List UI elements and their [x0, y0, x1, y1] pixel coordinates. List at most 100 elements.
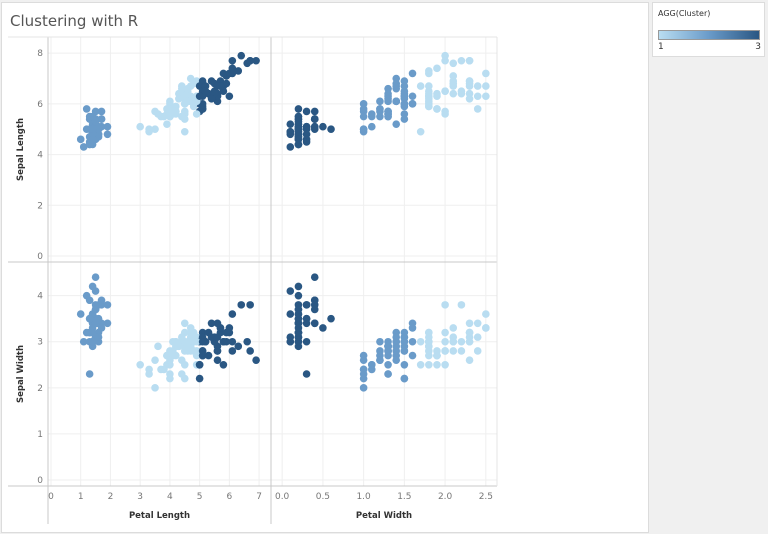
- data-point: [302, 107, 311, 116]
- data-point: [237, 51, 246, 60]
- data-point: [207, 77, 216, 85]
- data-point: [465, 56, 474, 65]
- data-point: [425, 102, 433, 111]
- data-point: [433, 105, 441, 113]
- data-point: [94, 314, 103, 323]
- data-point: [154, 342, 162, 351]
- x-tick-label: 5: [197, 492, 203, 502]
- data-point: [103, 130, 112, 139]
- data-point: [327, 314, 335, 323]
- y-axis-title: Sepal Length: [16, 118, 26, 181]
- data-point: [416, 127, 425, 136]
- data-point: [177, 112, 186, 121]
- data-point: [198, 337, 207, 346]
- data-point: [180, 360, 189, 369]
- data-point: [91, 117, 100, 126]
- data-point: [457, 301, 466, 309]
- data-point: [441, 337, 449, 346]
- data-point: [169, 347, 177, 355]
- data-point: [416, 82, 425, 90]
- data-point: [473, 333, 482, 341]
- legend-min-label: 1: [658, 42, 664, 52]
- y-tick-label: 6: [37, 100, 43, 110]
- data-point: [246, 347, 254, 355]
- data-point: [88, 337, 97, 346]
- data-point: [151, 384, 159, 392]
- data-point: [367, 122, 376, 131]
- data-point: [400, 347, 409, 355]
- x-tick-label: 1.0: [356, 492, 371, 502]
- data-point: [228, 64, 237, 73]
- data-point: [457, 337, 466, 346]
- data-point: [163, 120, 171, 128]
- x-tick-label: 0: [48, 492, 54, 502]
- data-point: [88, 135, 97, 144]
- data-point: [441, 110, 449, 118]
- data-point: [294, 117, 303, 126]
- data-point: [294, 282, 303, 291]
- data-point: [225, 92, 234, 101]
- data-point: [310, 273, 319, 282]
- data-point: [482, 324, 490, 332]
- data-point: [392, 97, 401, 106]
- data-point: [319, 324, 327, 332]
- data-point: [91, 305, 100, 314]
- data-point: [294, 305, 303, 314]
- data-point: [228, 347, 237, 355]
- data-point: [441, 301, 449, 309]
- data-point: [441, 87, 449, 95]
- data-point: [157, 112, 165, 121]
- data-point: [213, 347, 222, 355]
- data-point: [408, 319, 417, 328]
- data-point: [237, 301, 246, 309]
- data-point: [222, 79, 231, 88]
- data-point: [384, 370, 392, 378]
- data-point: [359, 125, 368, 134]
- data-point: [219, 337, 228, 346]
- data-point: [286, 120, 295, 128]
- data-point: [367, 360, 376, 369]
- data-point: [302, 337, 311, 346]
- data-point: [243, 337, 251, 346]
- data-point: [222, 328, 231, 337]
- data-point: [294, 291, 303, 300]
- data-point: [91, 273, 100, 282]
- data-point: [482, 310, 490, 318]
- data-point: [425, 360, 433, 369]
- data-point: [151, 125, 159, 134]
- color-legend[interactable]: AGG(Cluster) 1 3: [652, 2, 765, 57]
- data-point: [482, 82, 490, 90]
- data-point: [198, 351, 207, 360]
- data-point: [392, 337, 401, 346]
- x-axis-title: Petal Width: [356, 511, 412, 521]
- data-point: [246, 56, 254, 65]
- data-point: [367, 112, 376, 121]
- data-point: [359, 112, 368, 121]
- data-point: [183, 97, 192, 106]
- data-point: [166, 97, 174, 106]
- data-point: [408, 92, 417, 101]
- data-point: [286, 310, 295, 318]
- data-point: [400, 115, 409, 123]
- y-tick-label: 2: [37, 201, 43, 211]
- worksheet: Clustering with R: [1, 2, 649, 533]
- data-point: [441, 347, 449, 355]
- data-point: [294, 324, 303, 332]
- data-point: [302, 301, 311, 309]
- data-point: [195, 374, 204, 383]
- data-point: [294, 337, 303, 346]
- y-tick-label: 1: [37, 430, 43, 440]
- data-point: [310, 122, 319, 131]
- legend-gradient: [658, 30, 760, 40]
- data-point: [180, 127, 189, 136]
- data-point: [392, 347, 401, 355]
- data-point: [157, 365, 165, 374]
- data-point: [219, 69, 228, 78]
- data-point: [228, 310, 237, 318]
- data-point: [219, 360, 228, 369]
- data-point: [192, 110, 201, 118]
- data-point: [425, 347, 433, 355]
- data-point: [88, 282, 97, 291]
- data-point: [85, 314, 94, 323]
- data-point: [166, 356, 174, 364]
